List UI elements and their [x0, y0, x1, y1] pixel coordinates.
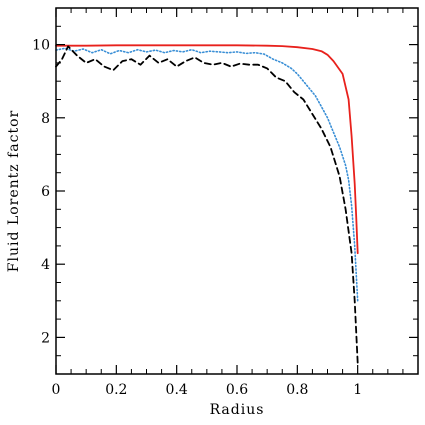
plot-frame: [55, 7, 419, 375]
y-tick-label: 8: [41, 111, 50, 127]
ticks-layer: 0 0.2 0.4 0.6 0.8 1 2 4 6 8 10: [32, 8, 418, 398]
series-layer: [55, 44, 359, 364]
y-tick-label: 2: [41, 330, 50, 346]
y-tick-label: 4: [41, 257, 50, 273]
series-line-3-dashed: [55, 45, 359, 364]
x-tick-label: 1: [353, 382, 362, 398]
y-tick-label: 6: [41, 184, 50, 200]
y-axis-label: Fluid Lorentz factor: [6, 110, 22, 272]
y-tick-label: 10: [32, 38, 50, 54]
series-line-1-solid: [55, 44, 359, 255]
x-axis-label: Radius: [210, 402, 265, 418]
series-line-2-dotted: [55, 47, 359, 302]
x-tick-label: 0.2: [105, 382, 127, 398]
x-tick-label: 0.8: [286, 382, 308, 398]
x-tick-label: 0: [52, 382, 61, 398]
x-tick-label: 0.6: [226, 382, 248, 398]
x-tick-label: 0.4: [166, 382, 188, 398]
